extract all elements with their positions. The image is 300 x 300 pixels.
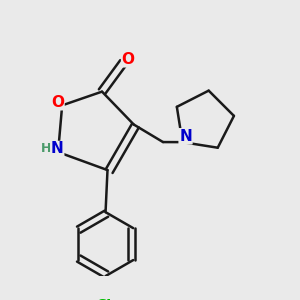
Text: N: N [51, 142, 64, 157]
Text: Cl: Cl [95, 298, 112, 300]
Text: O: O [51, 95, 64, 110]
Text: H: H [40, 142, 51, 155]
Text: O: O [122, 52, 135, 67]
Text: N: N [179, 129, 192, 144]
